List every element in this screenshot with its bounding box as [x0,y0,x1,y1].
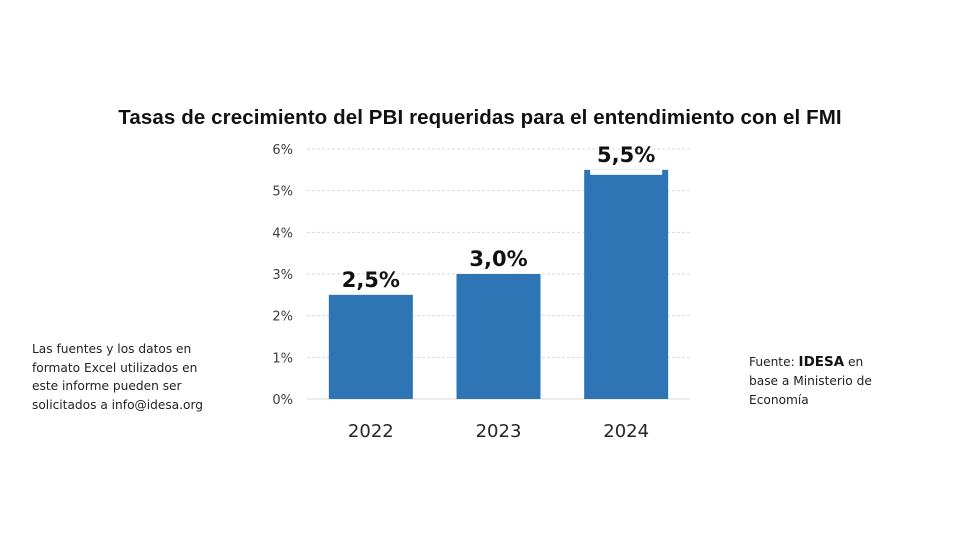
data-label: 5,5% [597,143,655,167]
x-tick-label: 2023 [476,421,522,442]
y-tick-label: 6% [272,143,293,158]
data-label: 2,5% [342,268,400,292]
chart-title: Tasas de crecimiento del PBI requeridas … [118,106,842,129]
data-request-note: Las fuentes y los datos en formato Excel… [32,340,242,414]
y-tick-label: 3% [272,268,293,283]
y-tick-label: 2% [272,310,293,325]
note-line: formato Excel utilizados en [32,360,198,375]
bar-2024 [584,169,669,399]
source-suffix: en [844,355,864,369]
bar-2022 [328,294,413,399]
note-line: Las fuentes y los datos en [32,342,192,356]
x-tick-label: 2022 [348,421,394,442]
data-label-background [590,169,663,175]
source-note: Fuente: IDESA en base a Ministerio de Ec… [749,353,939,410]
data-label: 3,0% [469,247,527,271]
y-axis-ticks: 0% 1% 2% 3% 4% 5% 6% [272,143,293,408]
source-line-1: Fuente: IDESA en [749,353,939,372]
source-name: IDESA [798,354,845,370]
source-prefix: Fuente: [749,355,799,369]
data-labels: 2,5% 3,0% 5,5% [342,143,656,292]
y-tick-label: 5% [272,185,293,200]
x-tick-label: 2024 [603,421,649,442]
y-tick-label: 1% [272,351,293,366]
x-axis-ticks: 2022 2023 2024 [348,421,649,442]
y-tick-label: 4% [272,226,293,241]
note-line: solicitados a info@idesa.org [32,397,204,412]
bar-2023 [456,274,541,399]
note-line: este informe pueden ser [32,379,182,393]
y-tick-label: 0% [272,393,293,408]
source-line-3: Economía [749,393,809,407]
source-line-2: base a Ministerio de [749,374,872,388]
bars [328,169,669,399]
